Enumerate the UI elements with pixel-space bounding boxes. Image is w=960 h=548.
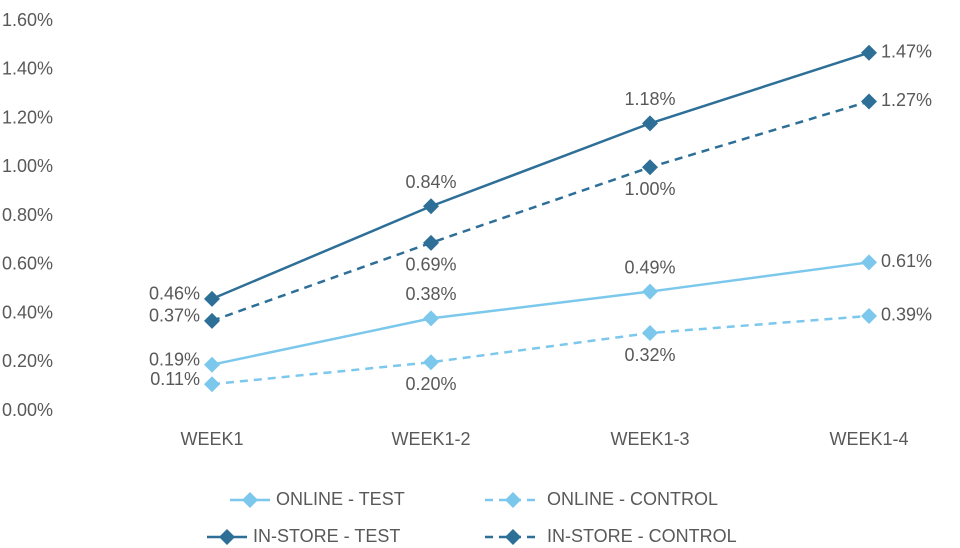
legend-marker [505,492,521,508]
series-line [211,261,870,366]
data-point [423,310,439,327]
legend-label: ONLINE - CONTROL [547,489,718,509]
series-line [211,100,870,322]
y-tick-label: 0.20% [2,351,53,371]
data-point [861,93,877,110]
data-point [861,44,877,61]
data-label: 0.46% [149,284,200,304]
data-label: 1.00% [624,179,675,199]
data-label: 0.61% [881,251,932,271]
legend-label: IN-STORE - TEST [253,526,400,546]
data-point [642,283,658,300]
y-tick-label: 0.40% [2,302,53,322]
y-tick-label: 1.00% [2,156,53,176]
data-point [861,254,877,271]
y-tick-label: 1.60% [2,10,53,30]
data-point [423,234,439,251]
data-label: 0.49% [624,257,675,277]
data-point [204,312,220,329]
data-point [204,376,220,393]
data-point [423,198,439,215]
y-tick-label: 0.00% [2,400,53,420]
data-label: 0.69% [405,255,456,275]
legend-marker [505,529,521,545]
data-label: 0.32% [624,345,675,365]
data-point [642,325,658,341]
x-tick-label: WEEK1-2 [391,429,470,449]
legend-label: IN-STORE - CONTROL [547,526,737,546]
data-point [423,354,439,371]
data-point [204,356,220,373]
data-point [861,307,877,324]
y-tick-label: 1.20% [2,107,53,127]
y-tick-label: 1.40% [2,59,53,79]
x-tick-label: WEEK1 [180,429,243,449]
legend-marker [242,492,258,508]
series-line [211,51,870,301]
data-point [642,115,658,132]
data-label: 1.18% [624,89,675,109]
data-label: 0.84% [405,172,456,192]
legend-marker [219,529,235,545]
data-label: 0.11% [150,369,200,389]
data-point [642,159,658,176]
data-label: 0.19% [149,349,200,369]
y-tick-label: 0.80% [2,205,53,225]
data-label: 0.37% [149,306,200,326]
legend-label: ONLINE - TEST [276,489,405,509]
data-label: 1.47% [881,41,932,61]
data-label: 0.20% [405,374,456,394]
data-label: 0.38% [405,284,456,304]
x-tick-label: WEEK1-4 [829,429,908,449]
x-tick-label: WEEK1-3 [610,429,689,449]
series-line [211,314,870,386]
data-label: 0.39% [881,305,932,325]
y-tick-label: 0.60% [2,254,53,274]
data-point [204,290,220,307]
data-label: 1.27% [881,90,932,110]
